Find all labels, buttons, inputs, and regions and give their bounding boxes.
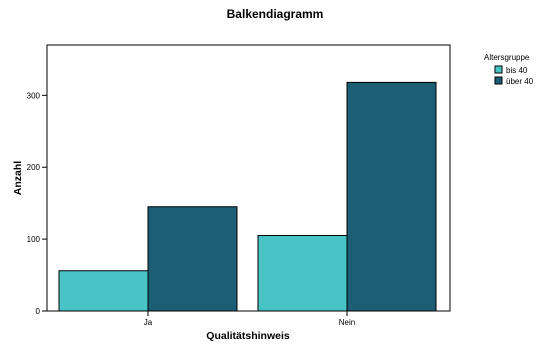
- legend: Altersgruppe bis 40 über 40: [484, 53, 534, 86]
- x-tick-label-ja: Ja: [144, 318, 153, 327]
- y-tick-label: 0: [36, 307, 41, 316]
- bar-ja-series-2: [147, 206, 238, 312]
- bar-nein-series-1: [257, 235, 348, 312]
- y-tick-label: 300: [27, 91, 41, 100]
- x-tick-label-nein: Nein: [339, 318, 355, 327]
- legend-items: bis 40 über 40: [494, 65, 534, 86]
- legend-swatch-2: [494, 76, 503, 85]
- legend-swatch-1: [494, 65, 503, 74]
- x-axis-label: Qualitätshinweis: [206, 330, 290, 342]
- legend-title: Altersgruppe: [484, 53, 530, 62]
- legend-label-1: bis 40: [506, 66, 528, 75]
- plot-frame: [46, 44, 451, 312]
- y-axis-ticks: 0 100 200 300: [27, 91, 47, 316]
- plot-area: 0 100 200 300 Ja Nein: [27, 44, 451, 327]
- bar-ja-series-1: [58, 270, 149, 312]
- bar-nein-series-2: [346, 81, 437, 312]
- x-axis-ticks: Ja Nein: [144, 311, 355, 327]
- y-tick-label: 200: [27, 163, 41, 172]
- y-tick-label: 100: [27, 235, 41, 244]
- legend-label-2: über 40: [506, 77, 534, 86]
- chart-title: Balkendiagramm: [227, 7, 324, 21]
- bars: [58, 81, 437, 312]
- y-axis-label: Anzahl: [12, 161, 24, 196]
